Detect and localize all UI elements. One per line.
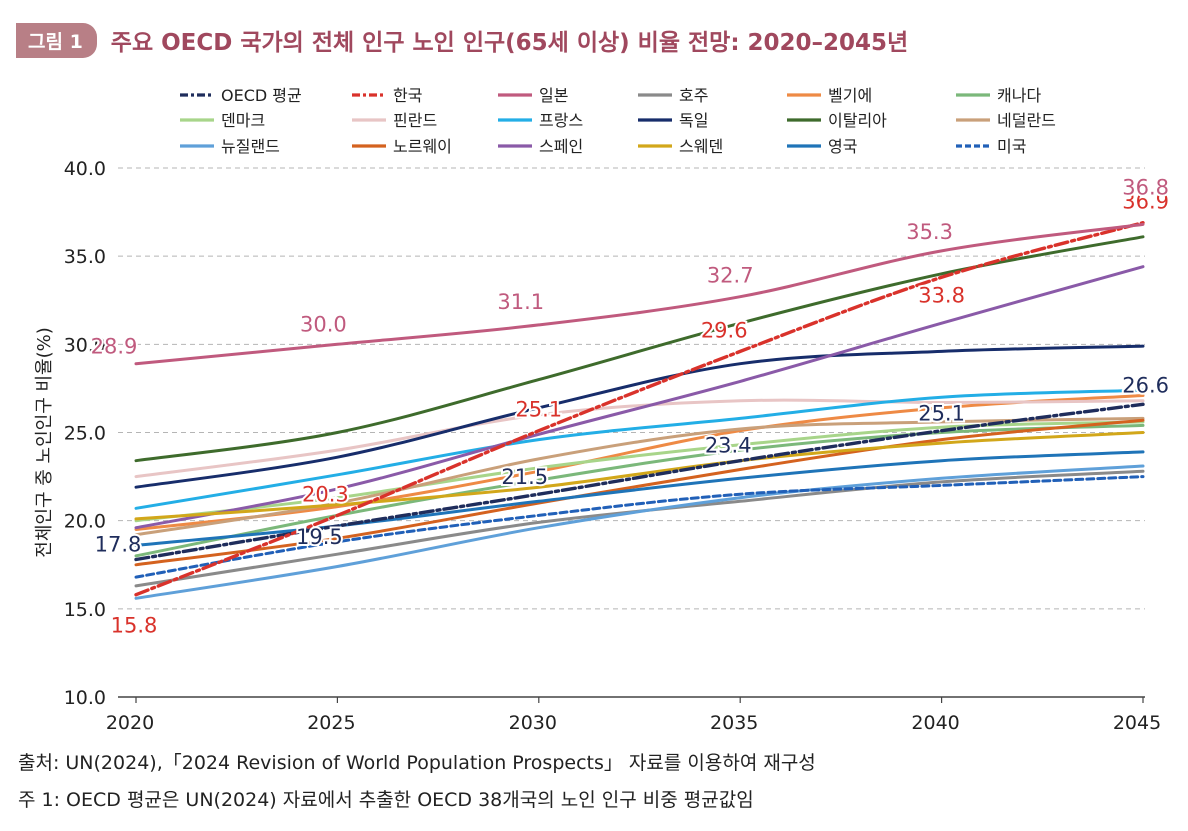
data-label: 17.8 bbox=[95, 532, 142, 556]
legend-label: 이탈리아 bbox=[828, 111, 887, 130]
legend-label: 미국 bbox=[997, 137, 1026, 156]
figure-header: 그림 1 주요 OECD 국가의 전체 인구 노인 인구(65세 이상) 비율 … bbox=[16, 18, 908, 62]
x-tick-label: 2035 bbox=[710, 712, 758, 734]
legend-label: 벨기에 bbox=[828, 86, 872, 105]
line-chart: 10.0 15.0 20.0 25.0 30.0 35.0 40.0 2020 2025 2030… bbox=[34, 86, 1171, 734]
legend-label: 노르웨이 bbox=[393, 137, 452, 156]
legend-label: 일본 bbox=[539, 86, 568, 105]
series-line bbox=[134, 222, 1145, 366]
data-label: 36.8 bbox=[1122, 175, 1169, 199]
legend-label: OECD 평균 bbox=[221, 86, 302, 105]
data-label: 25.1 bbox=[918, 402, 965, 426]
data-label: 32.7 bbox=[707, 264, 754, 288]
source-note: 출처: UN(2024),「2024 Revision of World Pop… bbox=[18, 752, 816, 774]
legend-label: 덴마크 bbox=[221, 111, 265, 130]
legend-label: 캐나다 bbox=[997, 86, 1041, 105]
x-tick-label: 2025 bbox=[307, 712, 355, 734]
legend-label: 호주 bbox=[679, 86, 708, 105]
data-label: 31.1 bbox=[497, 290, 544, 314]
data-label: 19.5 bbox=[296, 525, 343, 549]
data-label: 33.8 bbox=[918, 283, 965, 307]
data-label: 35.3 bbox=[906, 220, 953, 244]
series-line bbox=[134, 398, 1145, 479]
legend-label: 네덜란드 bbox=[997, 111, 1056, 130]
figure-badge: 그림 1 bbox=[16, 22, 97, 58]
series-line bbox=[134, 418, 1145, 567]
series-line bbox=[134, 388, 1145, 510]
data-label: 23.4 bbox=[705, 434, 752, 458]
legend-label: 뉴질랜드 bbox=[221, 137, 280, 156]
x-tick-label: 2020 bbox=[106, 712, 154, 734]
legend-label: 핀란드 bbox=[393, 111, 437, 130]
data-label: 26.6 bbox=[1122, 373, 1169, 397]
y-tick-label: 40.0 bbox=[64, 158, 106, 180]
data-label: 21.5 bbox=[501, 465, 548, 489]
series-line bbox=[134, 402, 1145, 562]
series-line bbox=[134, 420, 1145, 523]
series-line bbox=[134, 464, 1145, 600]
data-label: 28.9 bbox=[91, 335, 138, 359]
x-tick-label: 2030 bbox=[509, 712, 557, 734]
series-line bbox=[134, 344, 1145, 489]
series-line bbox=[134, 265, 1145, 530]
x-tick-label: 2045 bbox=[1113, 712, 1161, 734]
data-label: 29.6 bbox=[701, 318, 748, 342]
y-tick-label: 30.0 bbox=[64, 334, 106, 356]
legend-label: 프랑스 bbox=[539, 111, 583, 130]
data-label: 15.8 bbox=[111, 614, 158, 638]
y-tick-label: 15.0 bbox=[64, 599, 106, 621]
y-tick-label: 10.0 bbox=[64, 687, 106, 709]
legend-label: 스페인 bbox=[539, 137, 583, 156]
series-line bbox=[134, 431, 1145, 521]
y-tick-label: 20.0 bbox=[64, 511, 106, 533]
y-tick-label: 35.0 bbox=[64, 246, 106, 268]
legend-label: 한국 bbox=[393, 86, 422, 105]
series-line bbox=[134, 394, 1145, 531]
series-line bbox=[134, 475, 1145, 579]
series-line bbox=[134, 221, 1145, 597]
figure-title: 주요 OECD 국가의 전체 인구 노인 인구(65세 이상) 비율 전망: 2… bbox=[110, 30, 909, 56]
y-axis-label: 전체인구 중 노인인구 비율(%) bbox=[34, 327, 55, 557]
data-label: 20.3 bbox=[302, 482, 349, 506]
legend-label: 독일 bbox=[679, 111, 708, 130]
series-line bbox=[134, 423, 1145, 558]
data-label: 36.9 bbox=[1122, 190, 1169, 214]
footnote: 주 1: OECD 평균은 UN(2024) 자료에서 추출한 OECD 38개… bbox=[18, 789, 754, 811]
legend-label: 스웨덴 bbox=[679, 137, 723, 156]
data-label: 25.1 bbox=[515, 398, 562, 422]
y-tick-label: 25.0 bbox=[64, 423, 106, 445]
x-tick-label: 2040 bbox=[911, 712, 959, 734]
data-label: 30.0 bbox=[300, 312, 347, 336]
legend-label: 영국 bbox=[828, 137, 857, 156]
